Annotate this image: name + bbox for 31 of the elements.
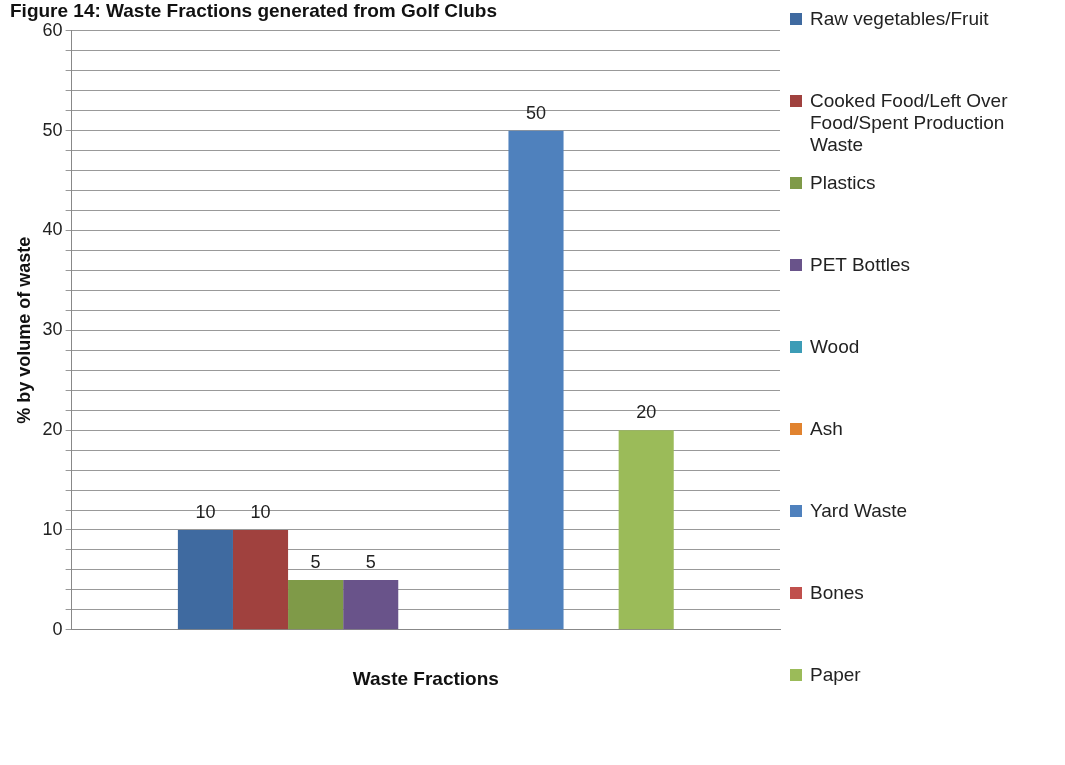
bar <box>177 529 233 630</box>
legend-label: PET Bottles <box>810 254 910 276</box>
y-tick-label: 0 <box>52 618 63 639</box>
data-label: 5 <box>365 551 376 572</box>
y-tick-label: 20 <box>42 419 63 440</box>
data-label: 5 <box>310 551 321 572</box>
y-tick-label: 50 <box>42 119 63 140</box>
bar <box>508 130 564 630</box>
x-axis-title: Waste Fractions <box>352 667 499 689</box>
legend-label: Paper <box>810 664 861 686</box>
bar <box>288 579 344 630</box>
bar <box>618 430 674 630</box>
legend-label: Wood <box>810 336 860 358</box>
data-label: 10 <box>250 501 271 522</box>
data-label: 20 <box>636 402 657 423</box>
bar <box>343 579 399 630</box>
y-axis-title: % by volume of waste <box>13 236 34 424</box>
y-tick-label: 10 <box>42 518 63 539</box>
data-label: 10 <box>195 501 216 522</box>
legend-label: Raw vegetables/Fruit <box>810 8 989 30</box>
legend-label: Plastics <box>810 172 876 194</box>
y-tick-label: 60 <box>42 19 63 40</box>
chart-title: Figure 14: Waste Fractions generated from Golf Clubs <box>10 0 498 21</box>
legend-label: Bones <box>810 582 864 604</box>
data-label: 50 <box>525 102 547 123</box>
y-tick-label: 40 <box>42 219 63 240</box>
legend-label: Yard Waste <box>810 500 908 522</box>
bar <box>232 529 289 630</box>
legend-label: Cooked Food/Left Over Food/Spent Production Waste <box>810 90 1009 156</box>
legend-label: Ash <box>810 418 843 440</box>
y-tick-label: 30 <box>42 319 63 340</box>
